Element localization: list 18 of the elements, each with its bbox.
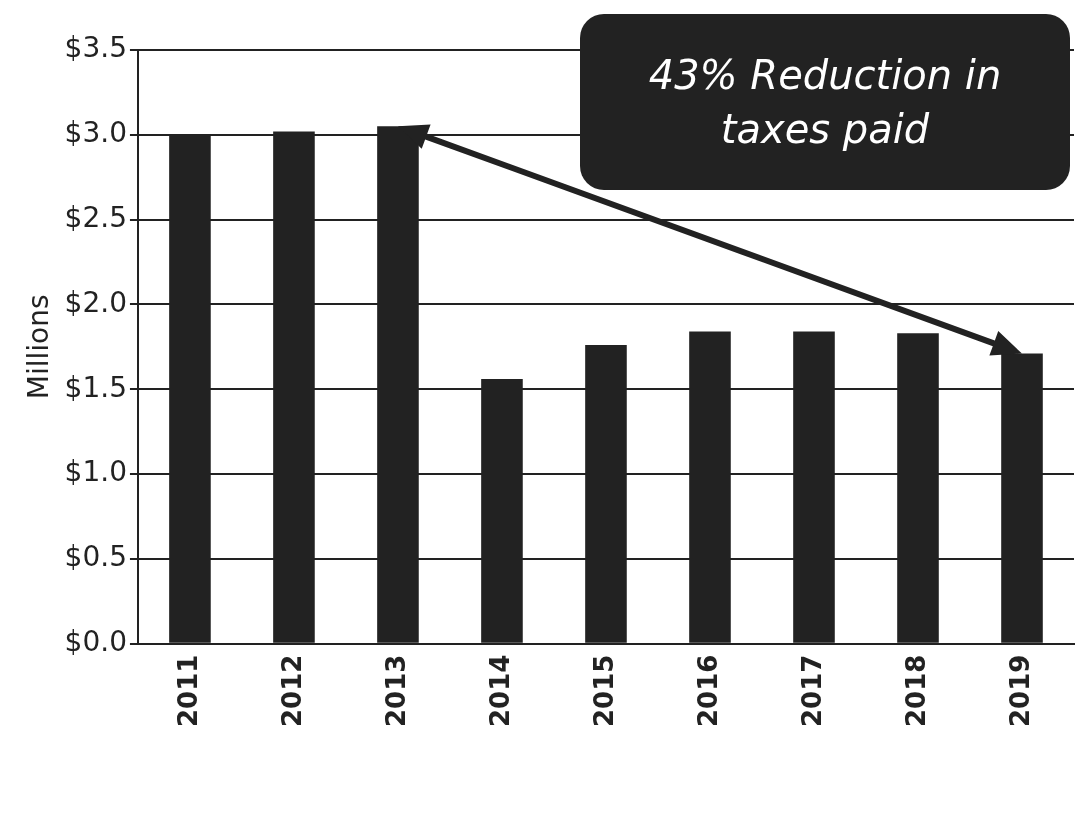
x-tick-label: 2019 [1004, 654, 1035, 728]
x-tick-label: 2011 [172, 654, 203, 728]
y-tick-label: $2.0 [64, 285, 127, 319]
y-tick-label: $0.5 [64, 540, 127, 574]
y-tick-label: $2.5 [64, 200, 127, 234]
y-tick-label: $3.0 [64, 116, 127, 150]
x-tick-label: 2013 [380, 654, 411, 728]
x-tick-label: 2017 [796, 654, 827, 728]
y-tick-label: $1.5 [64, 370, 127, 404]
y-axis-title: Millions [22, 294, 56, 400]
x-tick-label: 2015 [588, 654, 619, 728]
x-tick-label: 2018 [900, 654, 931, 728]
y-tick-label: $1.0 [64, 455, 127, 489]
y-tick-label: $0.0 [64, 624, 127, 658]
x-tick-label: 2014 [484, 654, 515, 728]
y-tick-label: $3.5 [64, 31, 127, 65]
x-tick-label: 2016 [692, 654, 723, 728]
x-tick-label: 2012 [276, 654, 307, 728]
